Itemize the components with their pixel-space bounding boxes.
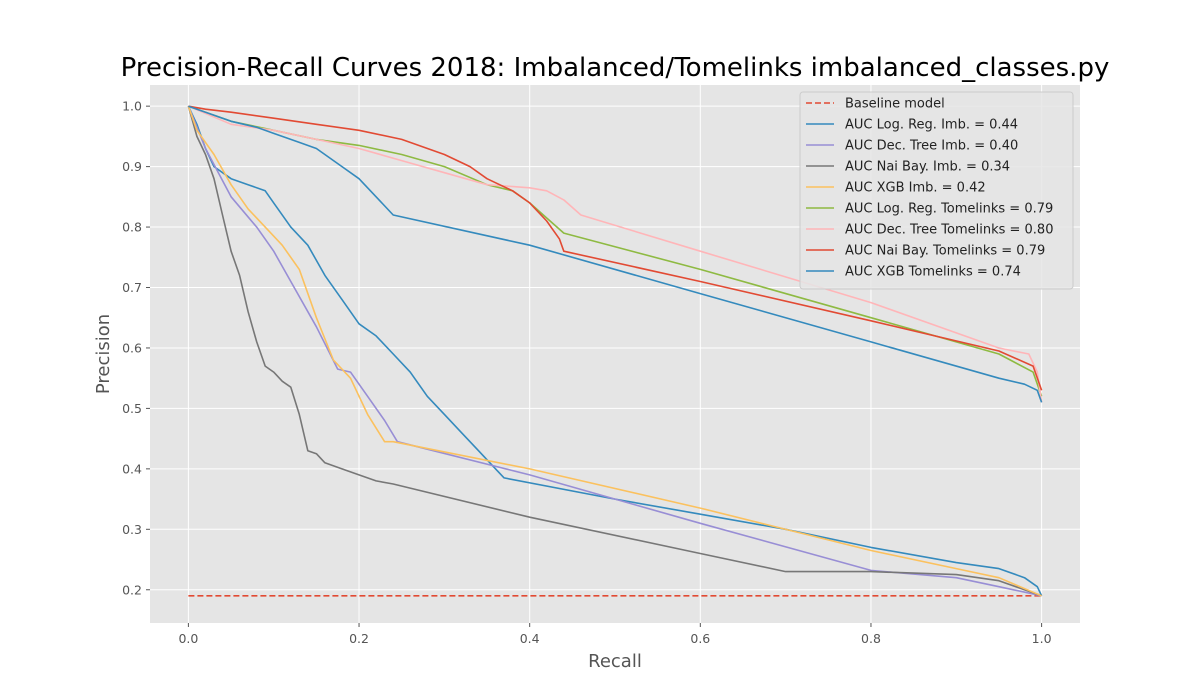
y-tick-label: 0.4 bbox=[122, 461, 142, 476]
legend: Baseline model AUC Log. Reg. Imb. = 0.44 A… bbox=[799, 91, 1074, 290]
legend-entry-label: Baseline model bbox=[845, 97, 945, 112]
series-line-1 bbox=[187, 105, 1043, 597]
legend-entry-label: AUC Log. Reg. Imb. = 0.44 bbox=[845, 118, 1018, 133]
legend-box bbox=[799, 91, 1074, 290]
grid bbox=[150, 85, 1080, 623]
x-axis-label: Recall bbox=[588, 651, 642, 672]
x-tick-label: 0.0 bbox=[178, 631, 198, 646]
x-ticks: 0.0 0.2 0.4 0.6 0.8 1.0 bbox=[178, 623, 1052, 646]
series-line-8 bbox=[188, 105, 1043, 403]
series-line-4 bbox=[187, 105, 1042, 597]
legend-entry-label: AUC Nai Bay. Tomelinks = 0.79 bbox=[845, 244, 1045, 259]
series-line-6 bbox=[188, 105, 1043, 403]
x-tick-label: 0.8 bbox=[861, 631, 881, 646]
series-lines bbox=[187, 105, 1043, 597]
legend-entry-label: AUC XGB Imb. = 0.42 bbox=[845, 181, 986, 196]
y-tick-label: 0.9 bbox=[122, 159, 142, 174]
y-tick-label: 0.2 bbox=[122, 582, 142, 597]
x-tick-label: 1.0 bbox=[1032, 631, 1052, 646]
y-tick-label: 0.7 bbox=[122, 280, 142, 295]
y-tick-label: 0.6 bbox=[122, 340, 142, 355]
legend-entry-label: AUC Dec. Tree Imb. = 0.40 bbox=[845, 139, 1018, 154]
legend-entry-label: AUC Nai Bay. Imb. = 0.34 bbox=[845, 160, 1010, 175]
x-tick-label: 0.4 bbox=[520, 631, 540, 646]
series-line-3 bbox=[187, 105, 1042, 597]
series-line-7 bbox=[188, 105, 1043, 391]
y-tick-label: 0.5 bbox=[122, 401, 142, 416]
y-tick-label: 0.8 bbox=[122, 220, 142, 235]
legend-entry-label: AUC XGB Tomelinks = 0.74 bbox=[845, 265, 1021, 280]
y-tick-label: 0.3 bbox=[122, 522, 142, 537]
chart-title: Precision-Recall Curves 2018: Imbalanced… bbox=[121, 53, 1110, 83]
y-tick-label: 1.0 bbox=[122, 99, 142, 114]
x-tick-label: 0.6 bbox=[690, 631, 710, 646]
y-ticks: 0.2 0.3 0.4 0.5 0.6 0.7 0.8 0.9 1.0 bbox=[122, 99, 150, 597]
legend-entry-label: AUC Log. Reg. Tomelinks = 0.79 bbox=[845, 202, 1053, 217]
x-tick-label: 0.2 bbox=[349, 631, 369, 646]
legend-entry-label: AUC Dec. Tree Tomelinks = 0.80 bbox=[845, 223, 1053, 238]
y-axis-label: Precision bbox=[93, 314, 114, 394]
